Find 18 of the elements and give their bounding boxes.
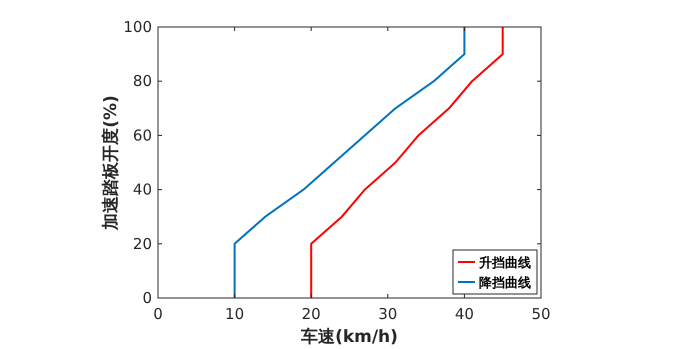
line-series [310, 26, 504, 299]
y-axis-title: 加速踏板开度(%) [101, 95, 121, 231]
x-tick-label: 30 [378, 305, 398, 323]
x-tick-label: 50 [531, 305, 551, 323]
x-tick-label: 0 [153, 305, 163, 323]
line-series [234, 26, 466, 299]
y-tick-label: 20 [132, 234, 152, 253]
y-tick-label: 60 [132, 126, 152, 144]
x-tick-label: 10 [225, 305, 244, 323]
y-tick-label: 0 [142, 289, 152, 307]
x-tick-label: 40 [454, 305, 474, 323]
y-tick-label: 100 [123, 18, 152, 36]
legend-label: 升挡曲线 [478, 255, 531, 271]
y-tick-label: 40 [132, 180, 152, 199]
x-tick-label: 20 [302, 305, 321, 323]
x-axis-title: 车速(km/h) [300, 327, 398, 347]
legend-label: 降挡曲线 [479, 276, 531, 291]
y-tick-label: 80 [132, 72, 152, 90]
